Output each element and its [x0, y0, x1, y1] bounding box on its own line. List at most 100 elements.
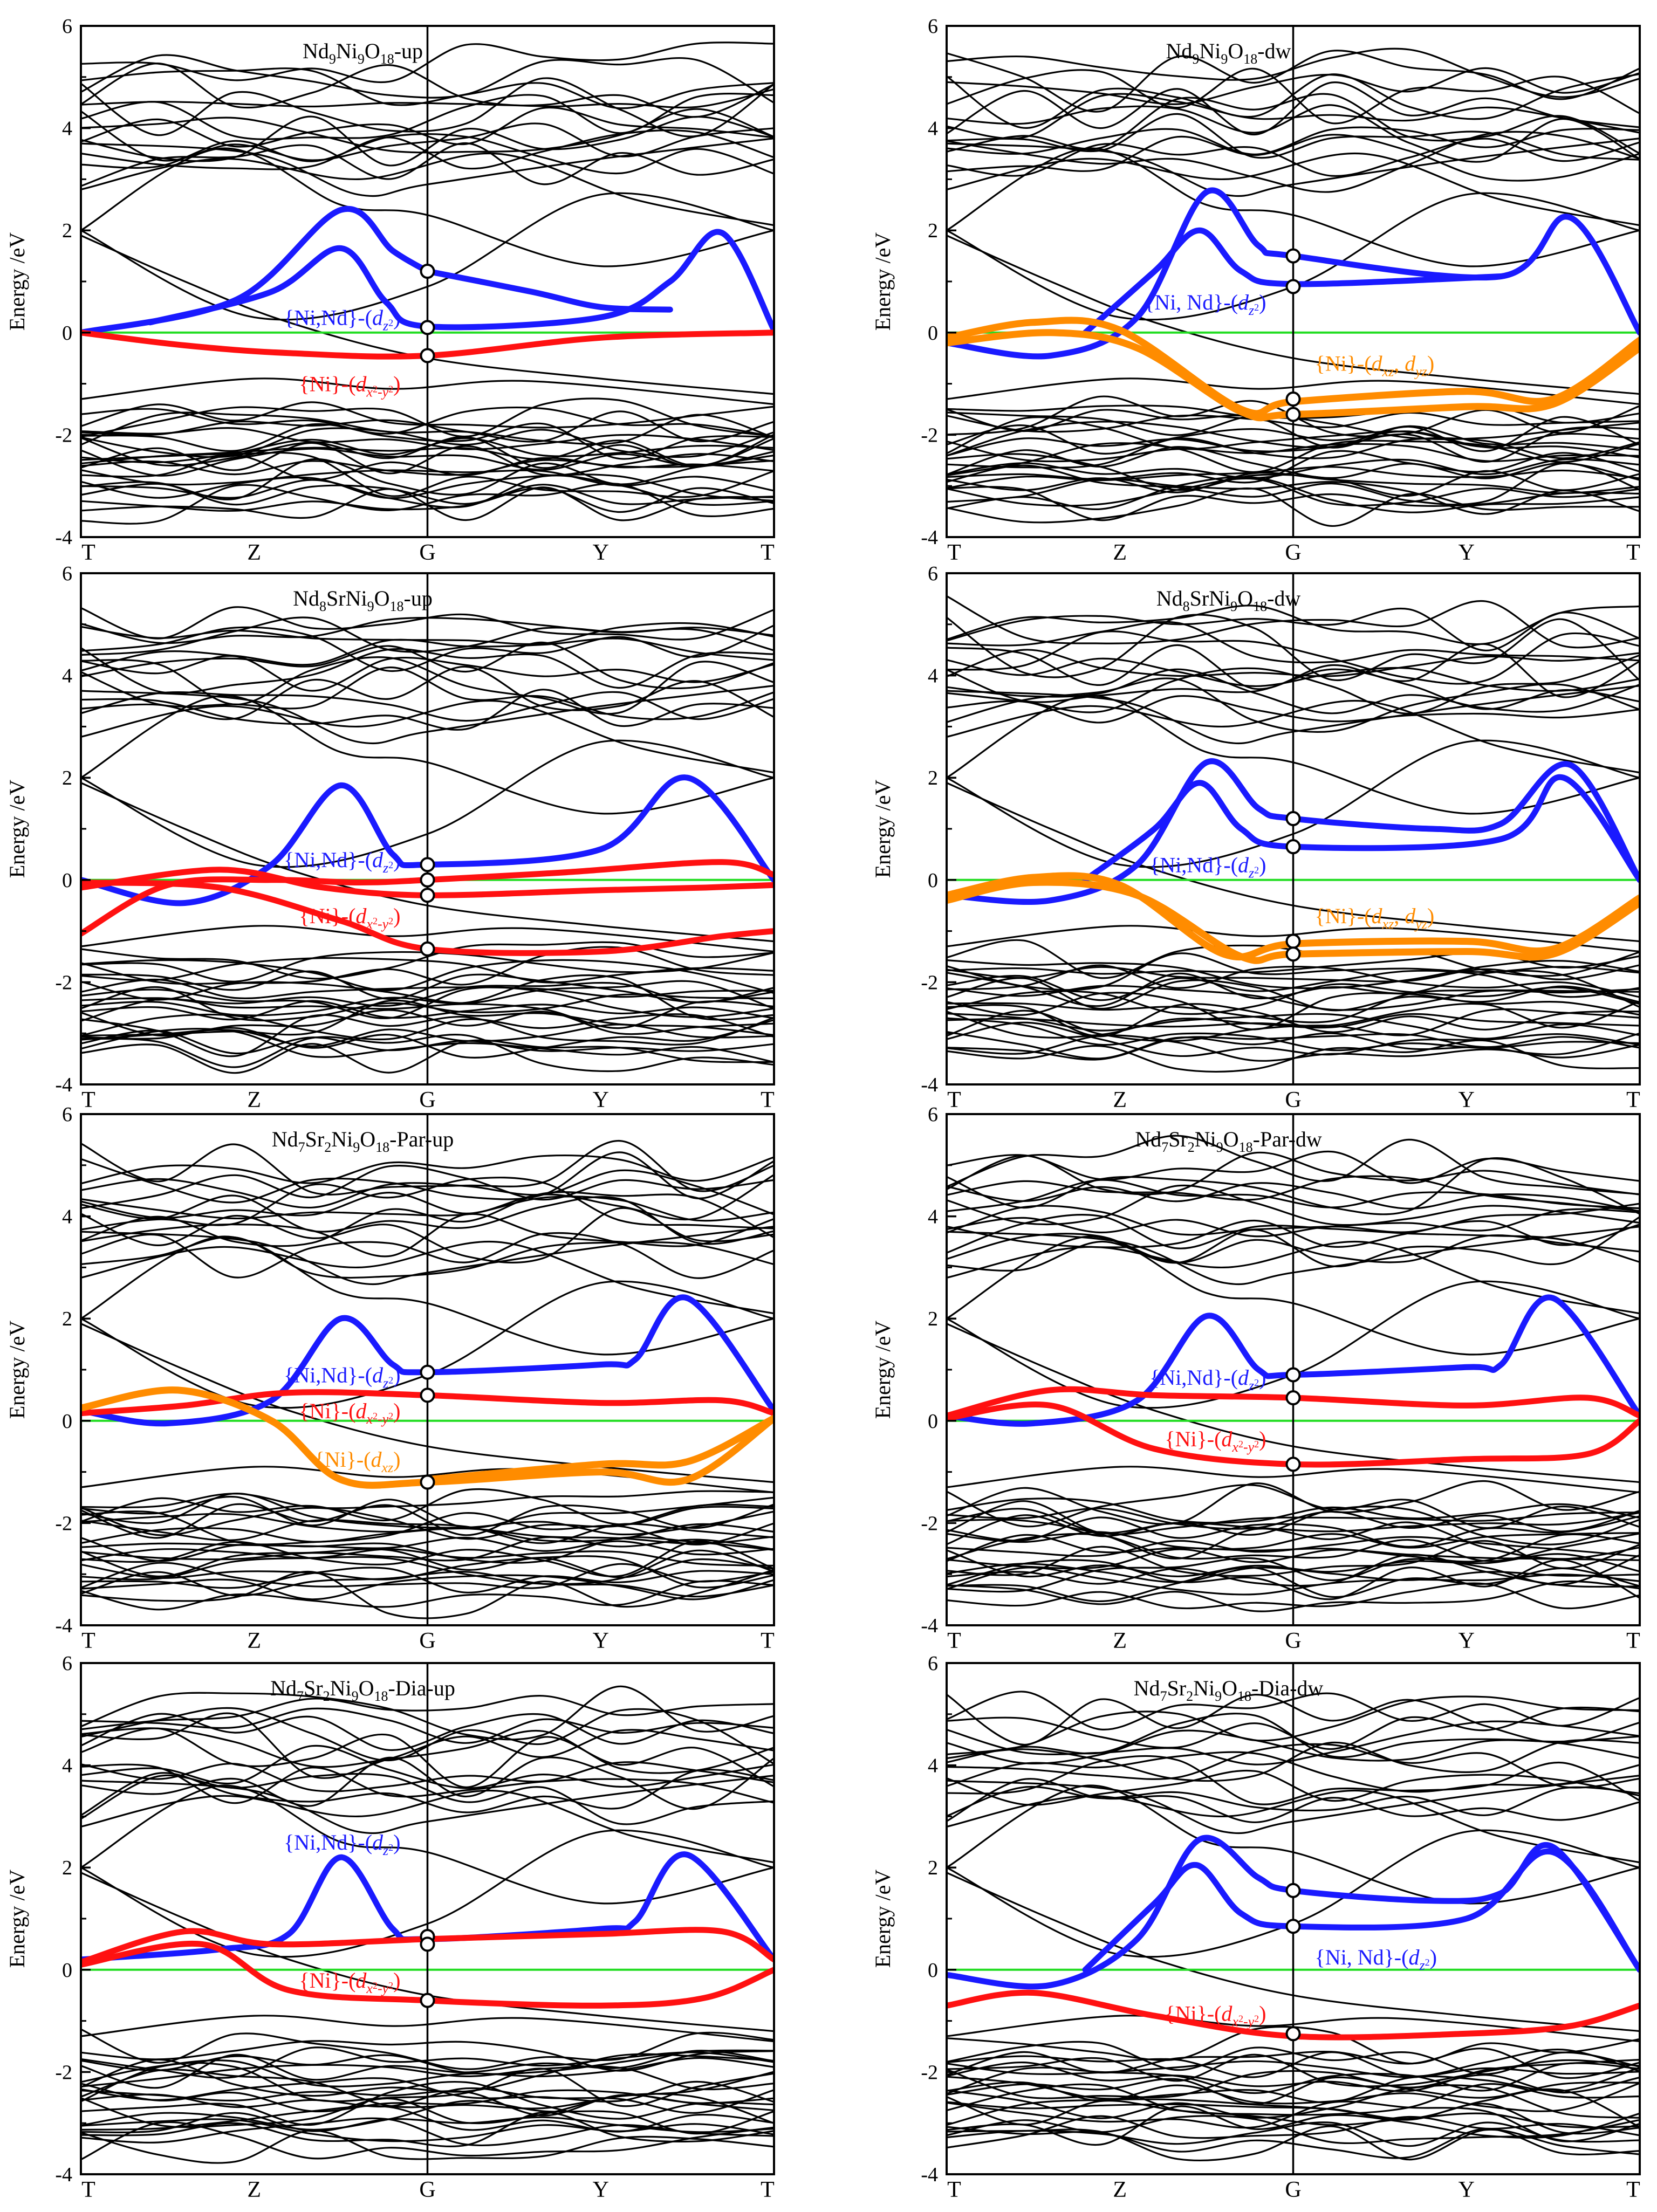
band-line: [81, 458, 774, 500]
y-tick-label: 0: [928, 1959, 938, 1982]
band-line: [947, 1003, 1640, 1038]
band-line: [81, 1536, 774, 1556]
y-tick-label: -4: [55, 1615, 72, 1637]
band-line: [81, 1028, 774, 1063]
k-point-label: Z: [247, 1629, 261, 1653]
band-line: [947, 992, 1640, 1031]
projected-band-blue: [947, 1835, 1640, 1990]
band-line: [947, 1214, 1640, 1263]
y-tick-label: -2: [55, 1512, 72, 1535]
k-point-label: T: [761, 2177, 775, 2202]
y-tick-label: 6: [62, 562, 72, 585]
band-line: [947, 1563, 1640, 1583]
k-point-label: T: [947, 1629, 961, 1653]
band-line: [947, 81, 1640, 136]
k-point-label: T: [81, 1088, 95, 1112]
projected-band-blue: [947, 1294, 1640, 1427]
band-line: [947, 1713, 1640, 1763]
band-line: [81, 2064, 774, 2091]
gamma-marker: [1285, 407, 1301, 422]
band-line: [947, 1323, 1640, 1483]
orbital-annotation: {Ni}-(dx2-y2): [1165, 1427, 1266, 1455]
y-tick-label: 4: [928, 1755, 938, 1777]
projected-band-red: [81, 1940, 774, 2009]
band-line: [947, 1497, 1640, 1524]
band-line: [947, 1694, 1640, 1746]
k-point-label: T: [81, 2177, 95, 2202]
orbital-annotation: {Ni, Nd}-(dz2): [1144, 290, 1266, 318]
band-line: [947, 1480, 1640, 1525]
k-point-label: T: [761, 1629, 775, 1653]
band-line: [81, 606, 774, 641]
band-line: [81, 67, 774, 109]
k-point-label: T: [1626, 2177, 1640, 2202]
band-line: [947, 1017, 1640, 1052]
y-tick-label: 6: [928, 562, 938, 585]
band-line: [81, 1775, 774, 1835]
band-line: [81, 138, 774, 197]
orbital-annotation: {Ni,Nd}-(dz2): [1149, 1365, 1266, 1393]
band-line: [947, 1691, 1640, 1730]
k-point-label: Y: [1459, 1629, 1475, 1653]
band-panel: -4 -2 0 2 4 6 Energy /eV T Z G Y T Nd7Sr2Ni9O18-Par-…: [871, 1103, 1641, 1653]
band-line: [81, 1756, 774, 1810]
band-line: [947, 1179, 1640, 1212]
band-line: [81, 235, 774, 395]
orbital-annotation: {Ni}-(dx2-y2): [299, 904, 400, 932]
band-line: [947, 782, 1640, 943]
band-line: [81, 1872, 774, 2032]
band-line: [947, 1466, 1640, 1494]
band-line: [81, 2057, 774, 2087]
band-line: [81, 941, 774, 980]
band-line: [81, 957, 774, 984]
band-line: [947, 416, 1640, 455]
orbital-annotation: {Ni}-(dxz): [314, 1447, 400, 1475]
band-line: [947, 1235, 1640, 1356]
y-tick-label: -2: [55, 2061, 72, 2084]
plot-area: [947, 1691, 1640, 2162]
band-line: [947, 2053, 1640, 2087]
background-bands: [81, 1139, 774, 1619]
projected-band-blue: [1082, 227, 1504, 336]
band-line: [81, 2090, 774, 2117]
band-line: [947, 1216, 1640, 1272]
k-point-label: Y: [1459, 2177, 1475, 2202]
band-line: [947, 2025, 1640, 2065]
band-line: [81, 42, 774, 84]
k-point-label: Z: [247, 540, 261, 565]
band-line: [81, 1495, 774, 1529]
band-line: [947, 1219, 1640, 1248]
orbital-annotation: {Ni}-(dx2-y2): [299, 1968, 400, 1996]
projected-band-orange: [81, 1386, 774, 1489]
orbital-annotation: {Ni}-(dx2-y2): [299, 372, 400, 400]
band-line: [81, 377, 774, 406]
band-line: [81, 1712, 774, 1779]
k-point-label: T: [947, 540, 961, 565]
band-line: [81, 401, 774, 429]
y-tick-label: 2: [928, 1308, 938, 1330]
k-point-label: T: [947, 2177, 961, 2202]
band-line: [947, 1012, 1640, 1040]
panel-title: Nd7Sr2Ni9O18-Par-dw: [1135, 1127, 1322, 1155]
band-line: [947, 695, 1640, 724]
band-line: [81, 665, 774, 720]
y-tick-label: -4: [55, 526, 72, 549]
k-point-label: Z: [247, 2177, 261, 2202]
k-point-label: T: [81, 1629, 95, 1653]
band-line: [947, 235, 1640, 395]
band-line: [81, 1727, 774, 1788]
k-point-label: Y: [1459, 1088, 1475, 1112]
band-line: [81, 689, 774, 731]
k-point-label: T: [1626, 1088, 1640, 1112]
background-bands: [81, 42, 774, 525]
orbital-annotation: {Ni}-(dx2-y2): [1165, 2001, 1266, 2029]
band-line: [81, 1151, 774, 1204]
band-line: [81, 655, 774, 692]
gamma-marker: [1285, 839, 1301, 855]
y-tick-label: 4: [62, 1755, 72, 1777]
y-tick-label: -2: [921, 971, 938, 994]
band-line: [947, 1500, 1640, 1535]
band-line: [947, 1175, 1640, 1212]
band-line: [947, 952, 1640, 991]
